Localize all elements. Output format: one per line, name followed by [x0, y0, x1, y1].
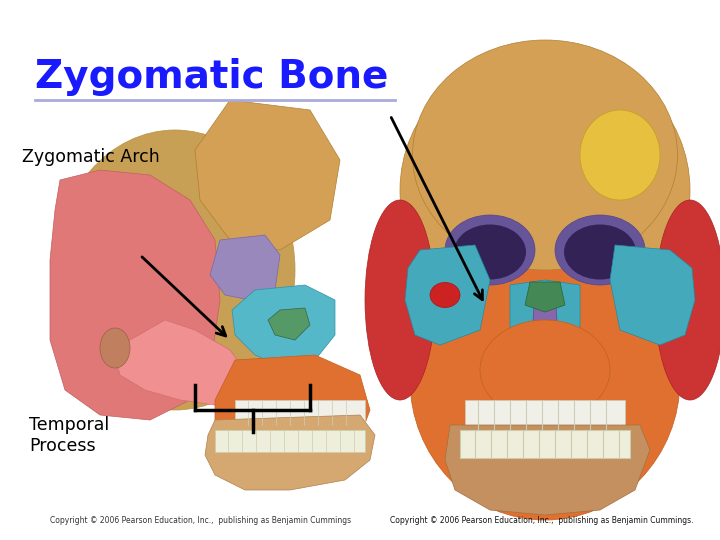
Ellipse shape: [413, 40, 678, 270]
Polygon shape: [210, 235, 280, 300]
Polygon shape: [445, 425, 650, 515]
Ellipse shape: [655, 200, 720, 400]
Ellipse shape: [55, 130, 295, 410]
Bar: [465, 400, 625, 430]
Text: Temporal
Process: Temporal Process: [29, 416, 109, 455]
Polygon shape: [232, 285, 335, 368]
Ellipse shape: [430, 282, 460, 307]
Polygon shape: [50, 170, 220, 420]
Bar: [235, 400, 365, 425]
Polygon shape: [525, 282, 565, 312]
Polygon shape: [215, 355, 370, 470]
Ellipse shape: [445, 215, 535, 285]
Ellipse shape: [400, 50, 690, 330]
Ellipse shape: [580, 110, 660, 200]
Ellipse shape: [365, 200, 435, 400]
Polygon shape: [610, 245, 695, 345]
Text: Zygomatic Bone: Zygomatic Bone: [35, 58, 388, 96]
Bar: [215, 430, 365, 452]
Ellipse shape: [480, 320, 610, 420]
Polygon shape: [510, 280, 580, 390]
Text: Zygomatic Arch: Zygomatic Arch: [22, 148, 159, 166]
Polygon shape: [268, 308, 310, 340]
Ellipse shape: [454, 225, 526, 280]
Polygon shape: [115, 320, 245, 405]
Polygon shape: [405, 245, 490, 345]
Ellipse shape: [564, 225, 636, 280]
Polygon shape: [195, 100, 340, 250]
Polygon shape: [205, 415, 375, 490]
Ellipse shape: [410, 240, 680, 520]
Text: Copyright © 2006 Pearson Education, Inc.,  publishing as Benjamin Cummings.: Copyright © 2006 Pearson Education, Inc.…: [390, 516, 693, 525]
Polygon shape: [530, 290, 560, 380]
Ellipse shape: [555, 215, 645, 285]
Bar: [460, 430, 630, 458]
Text: Copyright © 2006 Pearson Education, Inc.,  publishing as Benjamin Cummings: Copyright © 2006 Pearson Education, Inc.…: [50, 516, 351, 525]
Ellipse shape: [100, 328, 130, 368]
